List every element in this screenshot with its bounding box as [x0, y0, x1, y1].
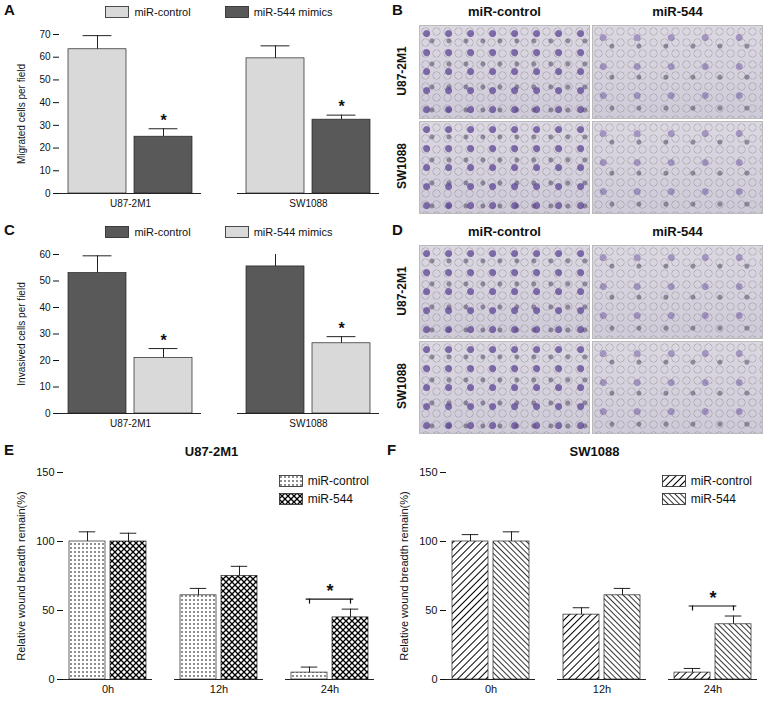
svg-text:12h: 12h — [210, 683, 228, 695]
html-text:U87-2M1: U87-2M1 — [184, 444, 239, 459]
svg-text:30: 30 — [39, 328, 51, 339]
svg-text:Relative wound breadth remain(: Relative wound breadth remain(%) — [398, 491, 410, 660]
svg-text:*: * — [709, 588, 716, 608]
html-text:miR-control: miR-control — [690, 474, 752, 488]
svg-text:*: * — [326, 581, 333, 601]
svg-text:40: 40 — [39, 97, 51, 108]
svg-text:*: * — [338, 98, 345, 115]
html-text:A: A — [4, 1, 15, 18]
html-text:F: F — [387, 441, 397, 458]
html-text:SW1088: SW1088 — [569, 444, 620, 459]
svg-text:24h: 24h — [321, 683, 339, 695]
svg-text:50: 50 — [42, 604, 54, 616]
svg-text:0: 0 — [45, 408, 51, 419]
svg-text:40: 40 — [39, 302, 51, 313]
svg-text:24h: 24h — [704, 683, 722, 695]
html-text:E: E — [4, 441, 14, 458]
svg-text:150: 150 — [419, 466, 437, 478]
svg-text:*: * — [160, 112, 167, 129]
html-text:miR-544 mimics: miR-544 mimics — [253, 6, 333, 18]
svg-text:SW1088: SW1088 — [289, 198, 328, 209]
svg-text:0: 0 — [48, 673, 54, 685]
svg-text:U87-2M1: U87-2M1 — [110, 418, 152, 429]
svg-text:Relative wound breadth remain(: Relative wound breadth remain(%) — [15, 491, 27, 660]
svg-text:U87-2M1: U87-2M1 — [110, 198, 152, 209]
svg-text:100: 100 — [36, 535, 54, 547]
html-text:miR-control: miR-control — [134, 6, 191, 18]
svg-text:50: 50 — [39, 275, 51, 286]
html-text:miR-544 mimics: miR-544 mimics — [253, 226, 333, 238]
svg-text:30: 30 — [39, 120, 51, 131]
svg-text:50: 50 — [39, 74, 51, 85]
html-text:miR-control: miR-control — [307, 474, 369, 488]
svg-text:0: 0 — [431, 673, 437, 685]
svg-text:100: 100 — [419, 535, 437, 547]
html-text:B: B — [392, 1, 403, 18]
svg-text:150: 150 — [36, 466, 54, 478]
svg-text:0h: 0h — [102, 683, 114, 695]
html-text:U87-2M1: U87-2M1 — [395, 46, 409, 96]
html-text:miR-544: miR-544 — [690, 492, 736, 506]
html-text:U87-2M1: U87-2M1 — [395, 266, 409, 316]
svg-text:60: 60 — [39, 51, 51, 62]
svg-text:*: * — [160, 332, 167, 349]
svg-text:20: 20 — [39, 355, 51, 366]
svg-text:60: 60 — [39, 249, 51, 260]
svg-text:*: * — [338, 320, 345, 337]
html-text:D: D — [392, 221, 403, 238]
html-text:miR-control: miR-control — [468, 4, 541, 19]
svg-text:12h: 12h — [593, 683, 611, 695]
svg-text:50: 50 — [425, 604, 437, 616]
svg-text:10: 10 — [39, 165, 51, 176]
svg-text:20: 20 — [39, 142, 51, 153]
svg-text:Migrated cells per field: Migrated cells per field — [16, 64, 27, 164]
svg-text:10: 10 — [39, 381, 51, 392]
html-text:C: C — [4, 221, 15, 238]
html-text:SW1088: SW1088 — [395, 363, 409, 410]
html-text:miR-544: miR-544 — [307, 492, 353, 506]
svg-text:Invasived cells per field: Invasived cells per field — [16, 282, 27, 385]
svg-text:0: 0 — [45, 188, 51, 199]
svg-text:0h: 0h — [485, 683, 497, 695]
svg-text:70: 70 — [39, 29, 51, 40]
html-text:SW1088: SW1088 — [395, 143, 409, 190]
html-text:miR-544: miR-544 — [652, 224, 703, 239]
html-text:miR-544: miR-544 — [652, 4, 703, 19]
html-text:miR-control: miR-control — [468, 224, 541, 239]
html-text:miR-control: miR-control — [134, 226, 191, 238]
svg-text:SW1088: SW1088 — [289, 418, 328, 429]
